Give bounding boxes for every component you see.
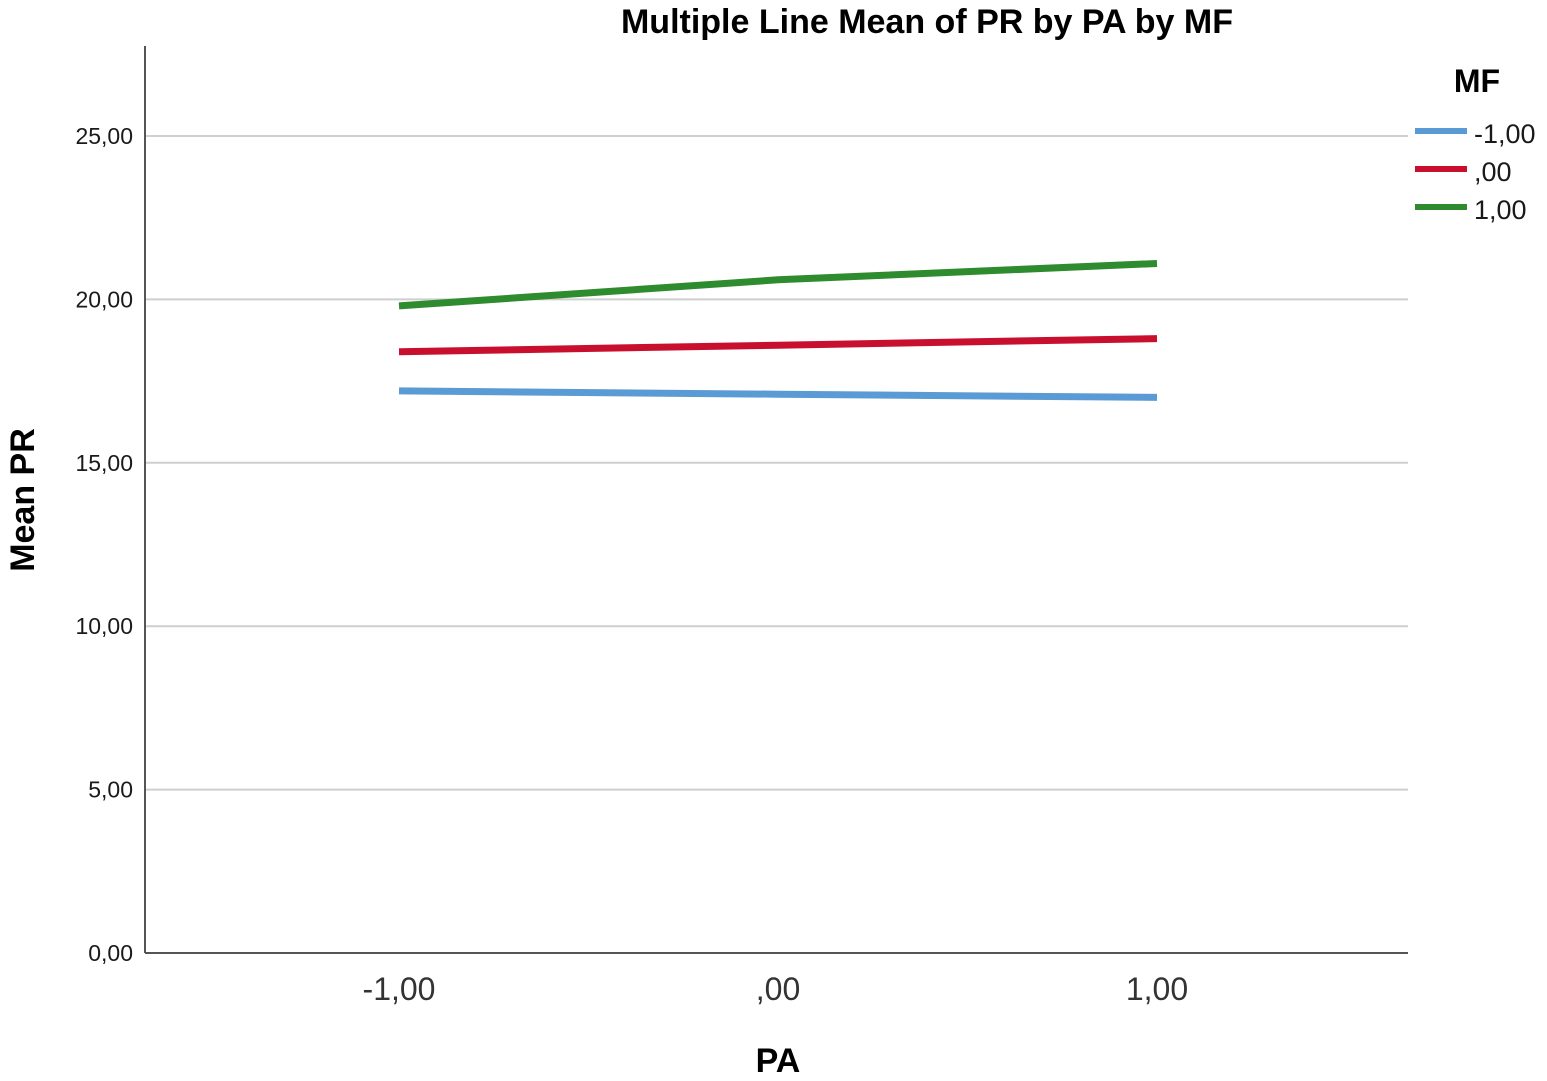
y-tick-labels: 0,00 5,00 10,00 15,00 20,00 25,00: [75, 123, 133, 966]
x-tick-label: 1,00: [1126, 971, 1188, 1007]
chart-title: Multiple Line Mean of PR by PA by MF: [621, 3, 1233, 41]
y-tick-label: 25,00: [75, 123, 133, 149]
series-lines: [398, 260, 1158, 401]
series-line-1: [398, 335, 1158, 356]
x-tick-label: ,00: [756, 971, 800, 1007]
series-line-0: [398, 387, 1158, 401]
series-line-2: [398, 260, 1158, 310]
gridlines: [145, 135, 1408, 791]
legend-label: 1,00: [1474, 195, 1527, 225]
y-tick-label: 15,00: [75, 450, 133, 476]
y-tick-label: 20,00: [75, 286, 133, 312]
x-axis-title: PA: [756, 1042, 801, 1080]
legend-items: -1,00 ,00 1,00: [1415, 119, 1536, 225]
x-tick-labels: -1,00 ,00 1,00: [363, 971, 1189, 1007]
legend-label: -1,00: [1474, 119, 1536, 149]
y-axis-title: Mean PR: [4, 428, 42, 572]
legend-title: MF: [1454, 63, 1500, 99]
x-tick-label: -1,00: [363, 971, 436, 1007]
y-tick-label: 10,00: [75, 613, 133, 639]
legend: MF -1,00 ,00 1,00: [1415, 63, 1536, 225]
y-tick-label: 5,00: [88, 777, 133, 803]
legend-label: ,00: [1474, 157, 1512, 187]
y-tick-label: 0,00: [88, 940, 133, 966]
